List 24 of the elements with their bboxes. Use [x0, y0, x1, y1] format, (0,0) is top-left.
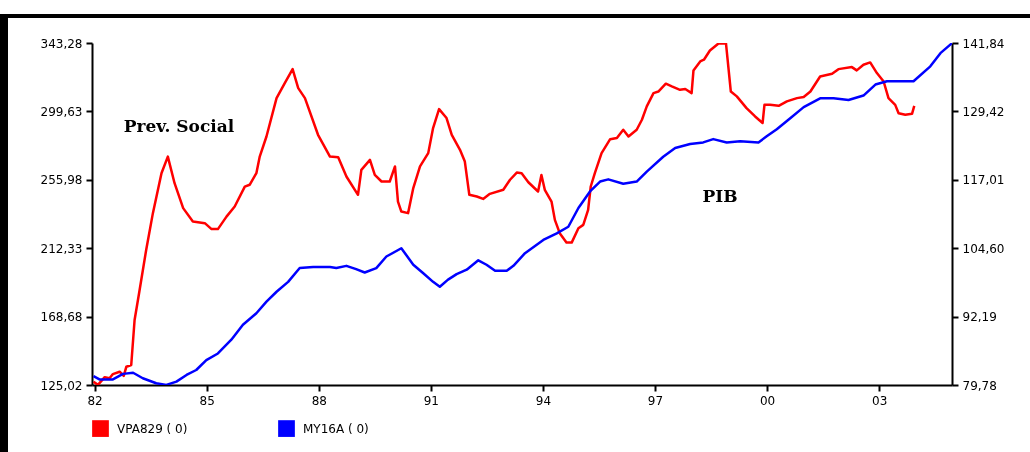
x-tick-label: 88 — [311, 393, 327, 408]
x-tick-label: 00 — [759, 393, 776, 408]
y-tick-label: 343,28 — [40, 36, 83, 51]
y-tick-label: 168,68 — [40, 310, 83, 325]
y-tick-label: 212,33 — [40, 241, 83, 256]
x-tick-label: 82 — [87, 393, 103, 408]
y2-tick-label: 92,19 — [962, 310, 997, 325]
annotation: Prev. Social — [123, 116, 235, 136]
legend-label: MY16A ( 0) — [303, 421, 369, 436]
x-tick-label: 03 — [872, 393, 888, 408]
y-tick-label: 255,98 — [40, 173, 83, 188]
y2-tick-label: 117,01 — [962, 173, 1005, 188]
x-tick-label: 91 — [423, 393, 439, 408]
y-tick-label: 125,02 — [40, 378, 83, 393]
x-tick-label: 97 — [647, 393, 664, 408]
y2-tick-label: 141,84 — [962, 36, 1005, 51]
x-tick-label: 94 — [535, 393, 552, 408]
x-tick-label: 85 — [199, 393, 215, 408]
y2-tick-label: 79,78 — [962, 378, 997, 393]
y2-tick-label: 104,60 — [962, 241, 1005, 256]
legend-label: VPA829 ( 0) — [117, 421, 188, 436]
y2-tick-label: 129,42 — [962, 104, 1005, 119]
y-tick-label: 299,63 — [40, 104, 83, 119]
annotation: PIB — [702, 186, 738, 206]
